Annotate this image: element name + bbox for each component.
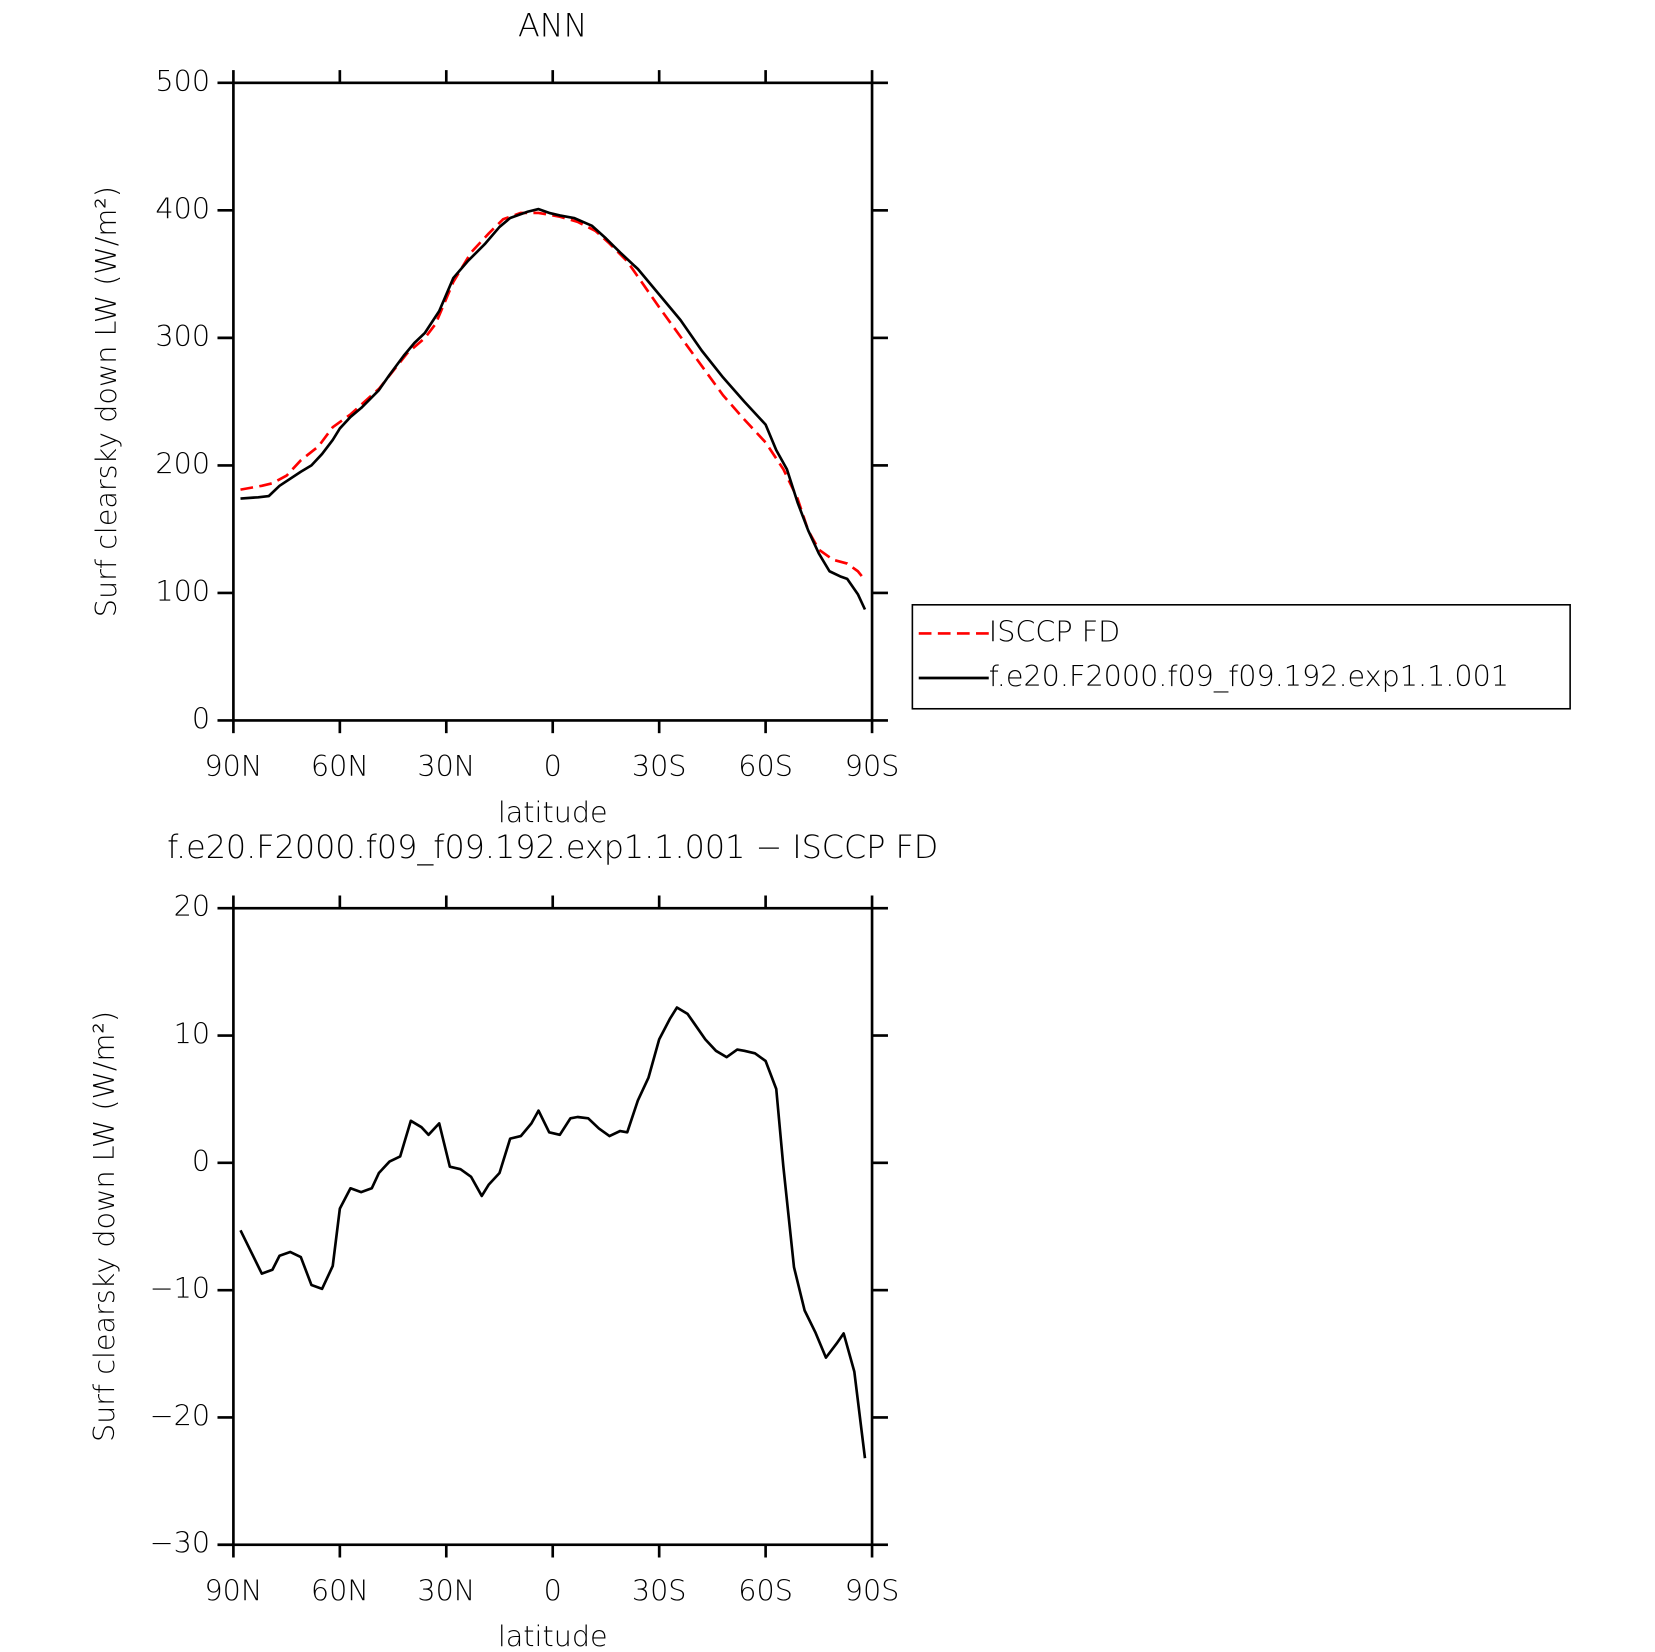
y-tick-label: 20 <box>174 889 210 923</box>
x-tick-label: 90N <box>204 749 262 783</box>
legend-box <box>911 604 1571 710</box>
y-tick-label: 500 <box>155 64 210 98</box>
y-tick-label: 200 <box>155 446 210 480</box>
x-tick-label: 30N <box>417 749 475 783</box>
data-line <box>240 207 867 611</box>
x-tick-label: 90S <box>845 1573 900 1607</box>
x-tick-label: 60N <box>311 1573 369 1607</box>
y-tick-label: −20 <box>150 1398 210 1432</box>
y-tick-label: −10 <box>150 1271 210 1305</box>
legend-label: f.e20.F2000.f09_f09.192.exp1.1.001 <box>989 659 1509 694</box>
x-axis-label: latitude <box>498 795 608 829</box>
x-tick-label: 90S <box>845 749 900 783</box>
chart-title: f.e20.F2000.f09_f09.192.exp1.1.001 − ISC… <box>167 828 938 866</box>
y-axis-label: Surf clearsky down LW (W/m²) <box>89 186 123 617</box>
x-tick-label: 90N <box>204 1573 262 1607</box>
data-line <box>240 211 866 581</box>
x-tick-label: 30S <box>632 749 687 783</box>
data-line <box>239 1006 867 1459</box>
y-tick-label: 0 <box>192 701 210 735</box>
y-tick-label: 10 <box>174 1017 210 1051</box>
plot-frame <box>232 906 874 1547</box>
x-tick-label: 30N <box>417 1573 475 1607</box>
x-tick-label: 0 <box>544 749 562 783</box>
x-tick-label: 60N <box>311 749 369 783</box>
x-tick-label: 60S <box>738 749 793 783</box>
x-tick-label: 60S <box>738 1573 793 1607</box>
y-axis-label: Surf clearsky down LW (W/m²) <box>87 1011 121 1442</box>
x-axis-label: latitude <box>498 1619 608 1652</box>
plot-frame <box>232 81 874 722</box>
y-tick-label: 400 <box>155 191 210 225</box>
y-tick-label: 0 <box>192 1144 210 1178</box>
y-tick-label: −30 <box>150 1526 210 1560</box>
y-tick-label: 300 <box>155 319 210 353</box>
chart-title: ANN <box>518 7 587 45</box>
legend-label: ISCCP FD <box>989 614 1120 648</box>
x-tick-label: 0 <box>544 1573 562 1607</box>
x-tick-label: 30S <box>632 1573 687 1607</box>
y-tick-label: 100 <box>155 574 210 608</box>
